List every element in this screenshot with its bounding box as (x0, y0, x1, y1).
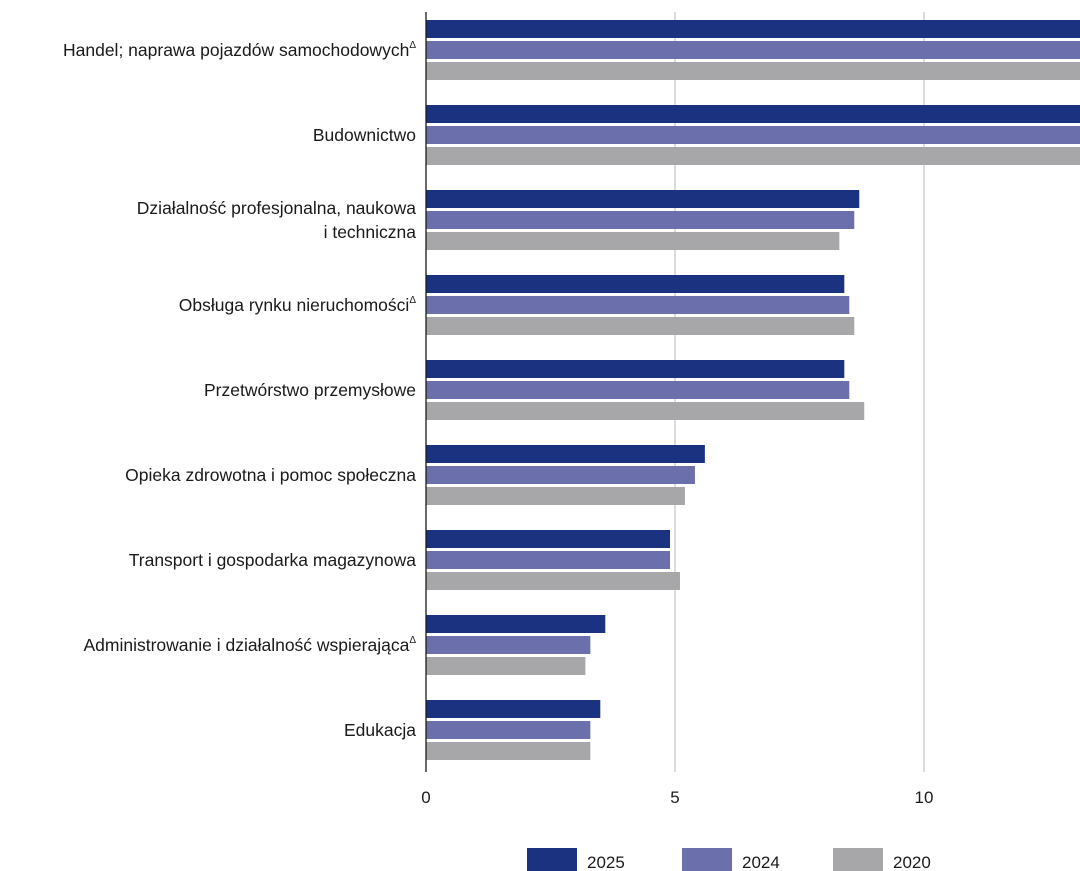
bar-2024-3 (426, 211, 855, 229)
legend-swatch-2024 (682, 848, 732, 871)
category-label: Budownictwo (313, 125, 416, 145)
bar-2024-6 (426, 466, 695, 484)
bar-2024-1 (426, 41, 1080, 59)
legend-swatch-2025 (527, 848, 577, 871)
bar-2020-5 (426, 402, 865, 420)
legend-label-2024: 2024 (742, 853, 780, 871)
category-labels: Handel; naprawa pojazdów samochodowychΔ B… (63, 40, 416, 740)
bar-2025-1 (426, 20, 1080, 38)
category-label: Transport i gospodarka magazynowa (129, 550, 417, 570)
bar-2020-1 (426, 62, 1080, 80)
bars-layer (426, 20, 1080, 760)
bar-2025-6 (426, 445, 705, 463)
footnote-mark: Δ (409, 295, 416, 306)
category-label: Działalność profesjonalna, naukowa i tech… (137, 198, 416, 242)
bar-2020-9 (426, 742, 591, 760)
bar-2025-8 (426, 615, 606, 633)
x-axis-ticks: 0510152025 % (421, 788, 934, 807)
bar-2024-2 (426, 126, 1080, 144)
bar-2024-8 (426, 636, 591, 654)
bar-2024-5 (426, 381, 850, 399)
category-label: Obsługa rynku nieruchomościΔ (179, 295, 417, 315)
category-label: Administrowanie i działalność wspierając… (83, 635, 416, 655)
bar-2020-2 (426, 147, 1080, 165)
category-label: Edukacja (344, 720, 416, 740)
legend-label-2025: 2025 (587, 853, 625, 871)
legend: 2025 2024 2020 (527, 848, 931, 871)
category-label: Handel; naprawa pojazdów samochodowychΔ (63, 40, 416, 60)
x-tick-label: 0 (421, 788, 430, 807)
bar-2025-5 (426, 360, 845, 378)
bar-2020-4 (426, 317, 855, 335)
bar-2020-6 (426, 487, 685, 505)
bar-2020-8 (426, 657, 586, 675)
bar-2025-7 (426, 530, 671, 548)
bar-2024-9 (426, 721, 591, 739)
bar-2025-4 (426, 275, 845, 293)
bar-2025-2 (426, 105, 1080, 123)
bar-2025-9 (426, 700, 601, 718)
category-label: Opieka zdrowotna i pomoc społeczna (125, 465, 416, 485)
x-tick-label: 10 (915, 788, 934, 807)
footnote-mark: Δ (409, 635, 416, 646)
bar-2024-7 (426, 551, 671, 569)
bar-2020-3 (426, 232, 840, 250)
bar-2020-7 (426, 572, 680, 590)
bar-2025-3 (426, 190, 860, 208)
legend-label-2020: 2020 (893, 853, 931, 871)
category-label: Przetwórstwo przemysłowe (204, 380, 416, 400)
footnote-mark: Δ (409, 40, 416, 51)
x-tick-label: 5 (670, 788, 679, 807)
legend-swatch-2020 (833, 848, 883, 871)
bar-2024-4 (426, 296, 850, 314)
